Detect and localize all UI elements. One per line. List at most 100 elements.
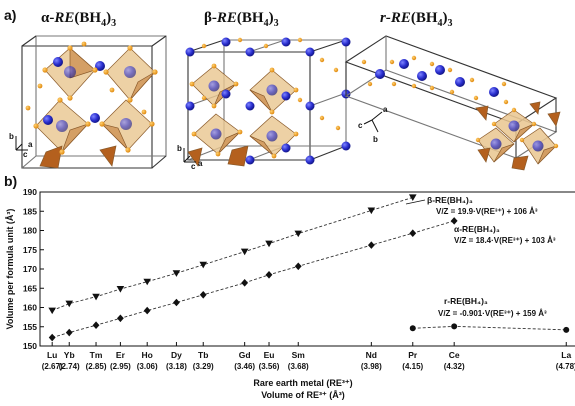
y-axis-label: Volume per formula unit (Å³) [5, 209, 15, 330]
svg-text:b: b [177, 144, 182, 153]
x-tick-label-element: Nd [366, 350, 377, 360]
panel-b: b) 150 155 160 165 170 175 180 185 190 Lu (2.67)Y… [4, 173, 575, 400]
alpha-data-point [241, 279, 249, 287]
x-tick-label-element: Er [116, 350, 126, 360]
x-tick-label-volume: (2.85) [86, 362, 107, 371]
y-tick-label: 180 [23, 226, 37, 236]
beta-annotation: β-RE(BH₄)₃ V/Z = 19.9·V(RE³⁺) + 106 Å³ [405, 195, 538, 216]
beta-data-point [92, 293, 100, 301]
y-tick-label: 190 [23, 187, 37, 197]
alpha-data-point [173, 298, 180, 307]
x-tick-label-element: Ce [449, 350, 460, 360]
beta-data-point [265, 240, 273, 248]
svg-text:c: c [23, 150, 28, 159]
beta-data-point [294, 230, 303, 238]
alpha-data-point [294, 262, 302, 271]
x-tick-label-element: Pr [408, 350, 418, 360]
x-tick-label-element: Ho [142, 350, 153, 360]
x-tick-label-volume: (3.29) [193, 362, 214, 371]
x-axis: Lu (2.67)Yb (2.74) Tm (2.85) Er (2.95) Ho (3.06)… [42, 342, 575, 371]
beta-data-point [199, 261, 208, 269]
alpha-data-point [48, 333, 56, 342]
alpha-unit-cell [21, 35, 167, 169]
beta-data-point [143, 278, 151, 286]
y-tick-label: 160 [23, 303, 37, 313]
beta-polyhedra [187, 65, 297, 167]
x-tick-label-volume: (2.67) [42, 362, 63, 371]
x-tick-label-element: Tm [90, 350, 103, 360]
r-data-point [451, 323, 458, 330]
x-tick-label-volume: (3.06) [137, 362, 158, 371]
beta-data-point [240, 248, 249, 256]
svg-text:b: b [9, 132, 14, 141]
beta-data-point [367, 207, 376, 215]
panel-b-label: b) [4, 173, 17, 189]
beta-data-point [172, 270, 181, 277]
svg-text:b: b [373, 135, 378, 144]
x-tick-label-volume: (3.56) [259, 362, 280, 371]
y-tick-label: 155 [23, 322, 37, 332]
alpha-data-point [450, 217, 458, 225]
beta-data-point [116, 286, 125, 293]
x-tick-label-element: La [561, 350, 571, 360]
r-structure-title: r-RE(BH4)3 [380, 10, 453, 29]
y-tick-label: 175 [23, 245, 37, 255]
r-atoms [361, 55, 559, 152]
alpha-data-point [409, 229, 417, 237]
y-tick-label: 170 [23, 264, 37, 274]
y-tick-label: 150 [23, 341, 37, 351]
x-axis-label-volume: Volume of RE³⁺ (Å³) [261, 390, 345, 400]
x-tick-label-volume: (3.68) [288, 362, 309, 371]
alpha-data-point [265, 270, 273, 279]
beta-data-point [408, 194, 417, 201]
y-axis: 150 155 160 165 170 175 180 185 190 [23, 187, 44, 351]
x-tick-label-element: Tb [198, 350, 208, 360]
x-tick-label-element: Eu [264, 350, 275, 360]
x-tick-label-element: Lu [47, 350, 57, 360]
y-tick-label: 185 [23, 206, 37, 216]
alpha-data-point [117, 314, 124, 323]
x-tick-label-volume: (2.95) [110, 362, 131, 371]
r-equation: V/Z = -0.901·V(RE³⁺) + 159 Å³ [438, 309, 547, 318]
alpha-data-point [143, 306, 151, 315]
alpha-data-point [92, 321, 100, 330]
r-unit-cell [344, 35, 558, 159]
x-tick-label-volume: (3.98) [361, 362, 382, 371]
svg-text:a: a [383, 105, 388, 114]
data-points [48, 194, 570, 342]
panel-a-label: a) [4, 7, 16, 23]
svg-text:a: a [28, 140, 33, 149]
r-series-name: r-RE(BH₄)₃ [444, 296, 488, 306]
alpha-annotation: α-RE(BH₄)₃ V/Z = 18.4·V(RE³⁺) + 103 Å³ [454, 224, 556, 245]
beta-series-name: β-RE(BH₄)₃ [427, 195, 473, 205]
beta-axes-indicator: b c a [177, 144, 203, 171]
x-tick-label-volume: (4.15) [402, 362, 423, 371]
beta-equation: V/Z = 19.9·V(RE³⁺) + 106 Å³ [436, 207, 538, 216]
x-tick-label-volume: (3.46) [234, 362, 255, 371]
y-tick-label: 165 [23, 283, 37, 293]
r-axes-indicator: a c b [358, 105, 388, 144]
alpha-data-point [199, 290, 207, 299]
alpha-axes-indicator: b c a [9, 132, 33, 159]
beta-data-point [65, 300, 74, 308]
r-trend-line [412, 325, 567, 331]
x-tick-label-element: Gd [239, 350, 251, 360]
x-tick-label-volume: (4.32) [444, 362, 465, 371]
alpha-series-name: α-RE(BH₄)₃ [454, 224, 500, 234]
svg-text:a: a [198, 159, 203, 168]
alpha-equation: V/Z = 18.4·V(RE³⁺) + 103 Å³ [454, 236, 556, 245]
x-tick-label-element: Yb [64, 350, 75, 360]
r-data-point [563, 326, 570, 333]
svg-text:c: c [191, 162, 196, 171]
beta-annotation-leader [405, 199, 426, 205]
alpha-data-point [367, 241, 375, 249]
beta-atoms [185, 37, 351, 165]
x-tick-label-element: Sm [292, 350, 306, 360]
alpha-structure-title: α-RE(BH4)3 [41, 10, 116, 29]
panel-a: a) α-RE(BH4)3 β-RE(BH4)3 r-RE(BH4)3 [4, 7, 561, 171]
r-data-point [409, 325, 416, 332]
alpha-trend-line [52, 220, 455, 338]
x-tick-label-element: Dy [171, 350, 182, 360]
x-tick-label-volume: (2.74) [59, 362, 80, 371]
